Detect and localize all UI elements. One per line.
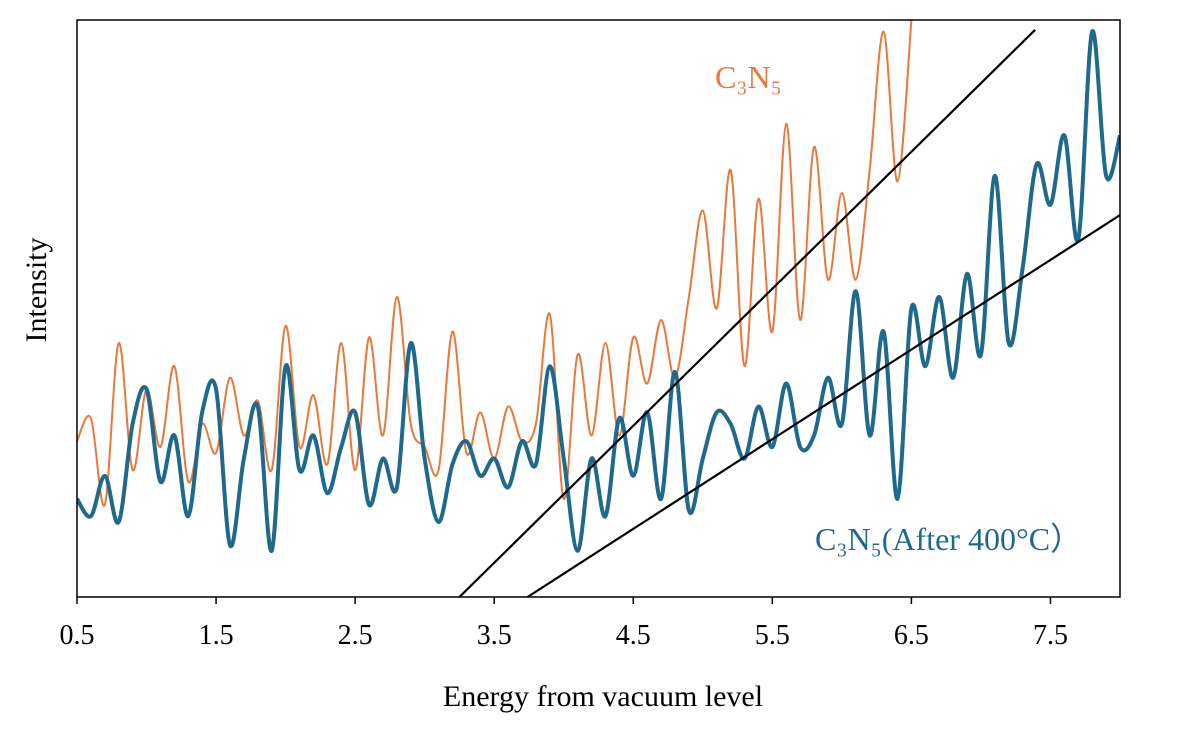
x-tick-label: 4.5 xyxy=(616,620,651,651)
x-tick-label: 3.5 xyxy=(477,620,512,651)
fit-line xyxy=(526,213,1120,597)
plot-frame xyxy=(76,19,1121,598)
series-annotation: C₃N₅ xyxy=(715,59,782,95)
fit-line xyxy=(458,29,1036,597)
x-tick-label: 1.5 xyxy=(199,620,234,651)
x-axis-label: Energy from vacuum level xyxy=(443,680,763,713)
data-line xyxy=(77,29,1120,553)
x-tick-label: 0.5 xyxy=(60,620,95,651)
plot-area xyxy=(77,20,1120,597)
x-tick-label: 6.5 xyxy=(894,620,929,651)
data-line xyxy=(77,20,913,507)
x-tick-label: 2.5 xyxy=(338,620,373,651)
x-tick-label: 5.5 xyxy=(755,620,790,651)
series-annotation: C₃N₅(After 400°C） xyxy=(815,521,1082,557)
x-tick-label: 7.5 xyxy=(1033,620,1068,651)
y-axis-label: Intensity xyxy=(20,238,53,343)
